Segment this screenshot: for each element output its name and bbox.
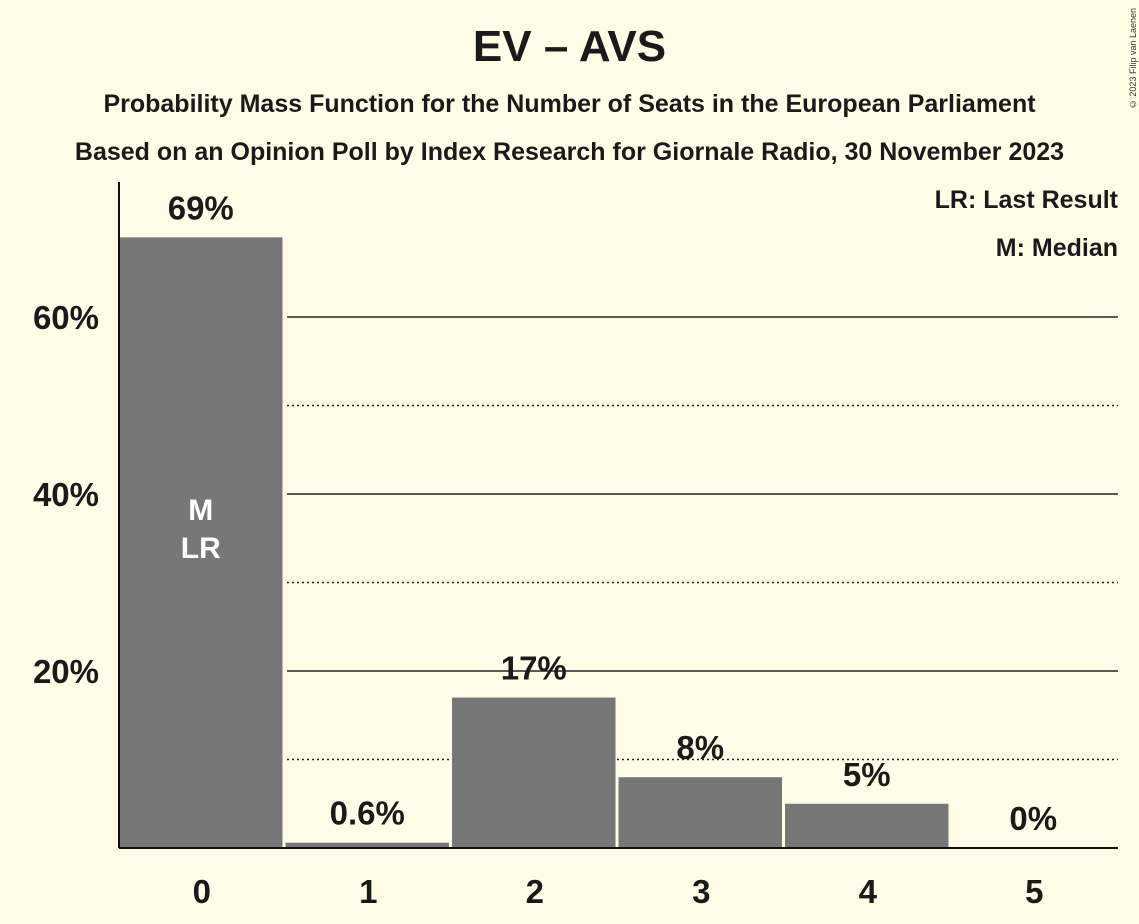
x-tick-label-5: 5: [1025, 873, 1043, 910]
y-tick-label-60: 60%: [33, 299, 99, 336]
data-label-4: 5%: [843, 756, 891, 793]
legend-median: M: Median: [995, 234, 1118, 262]
chart-subtitle-line-1: Probability Mass Function for the Number…: [103, 90, 1036, 118]
chart-title: EV – AVS: [472, 22, 667, 71]
x-tick-label-0: 0: [193, 873, 211, 910]
legend-last-result: LR: Last Result: [934, 186, 1118, 214]
y-tick-label-40: 40%: [33, 476, 99, 513]
x-tick-label-3: 3: [692, 873, 710, 910]
x-tick-label-2: 2: [526, 873, 544, 910]
data-label-2: 17%: [501, 650, 567, 687]
data-label-0: 69%: [168, 189, 234, 226]
last-result-marker: LR: [181, 532, 221, 565]
bar-3: [618, 777, 782, 848]
data-label-5: 0%: [1009, 800, 1057, 837]
x-tick-label-1: 1: [359, 873, 377, 910]
bar-2: [452, 697, 616, 848]
bar-4: [785, 803, 949, 848]
y-tick-label-20: 20%: [33, 653, 99, 690]
axes: [118, 182, 1118, 849]
data-label-3: 8%: [676, 729, 724, 766]
x-tick-label-4: 4: [859, 873, 878, 910]
gridlines: [287, 316, 1118, 761]
bar-0: [119, 237, 283, 849]
data-label-1: 0.6%: [330, 795, 405, 832]
bars: [119, 237, 949, 849]
median-marker: M: [188, 494, 213, 527]
bar-1: [285, 842, 449, 848]
chart-subtitle-line-2: Based on an Opinion Poll by Index Resear…: [74, 138, 1065, 166]
